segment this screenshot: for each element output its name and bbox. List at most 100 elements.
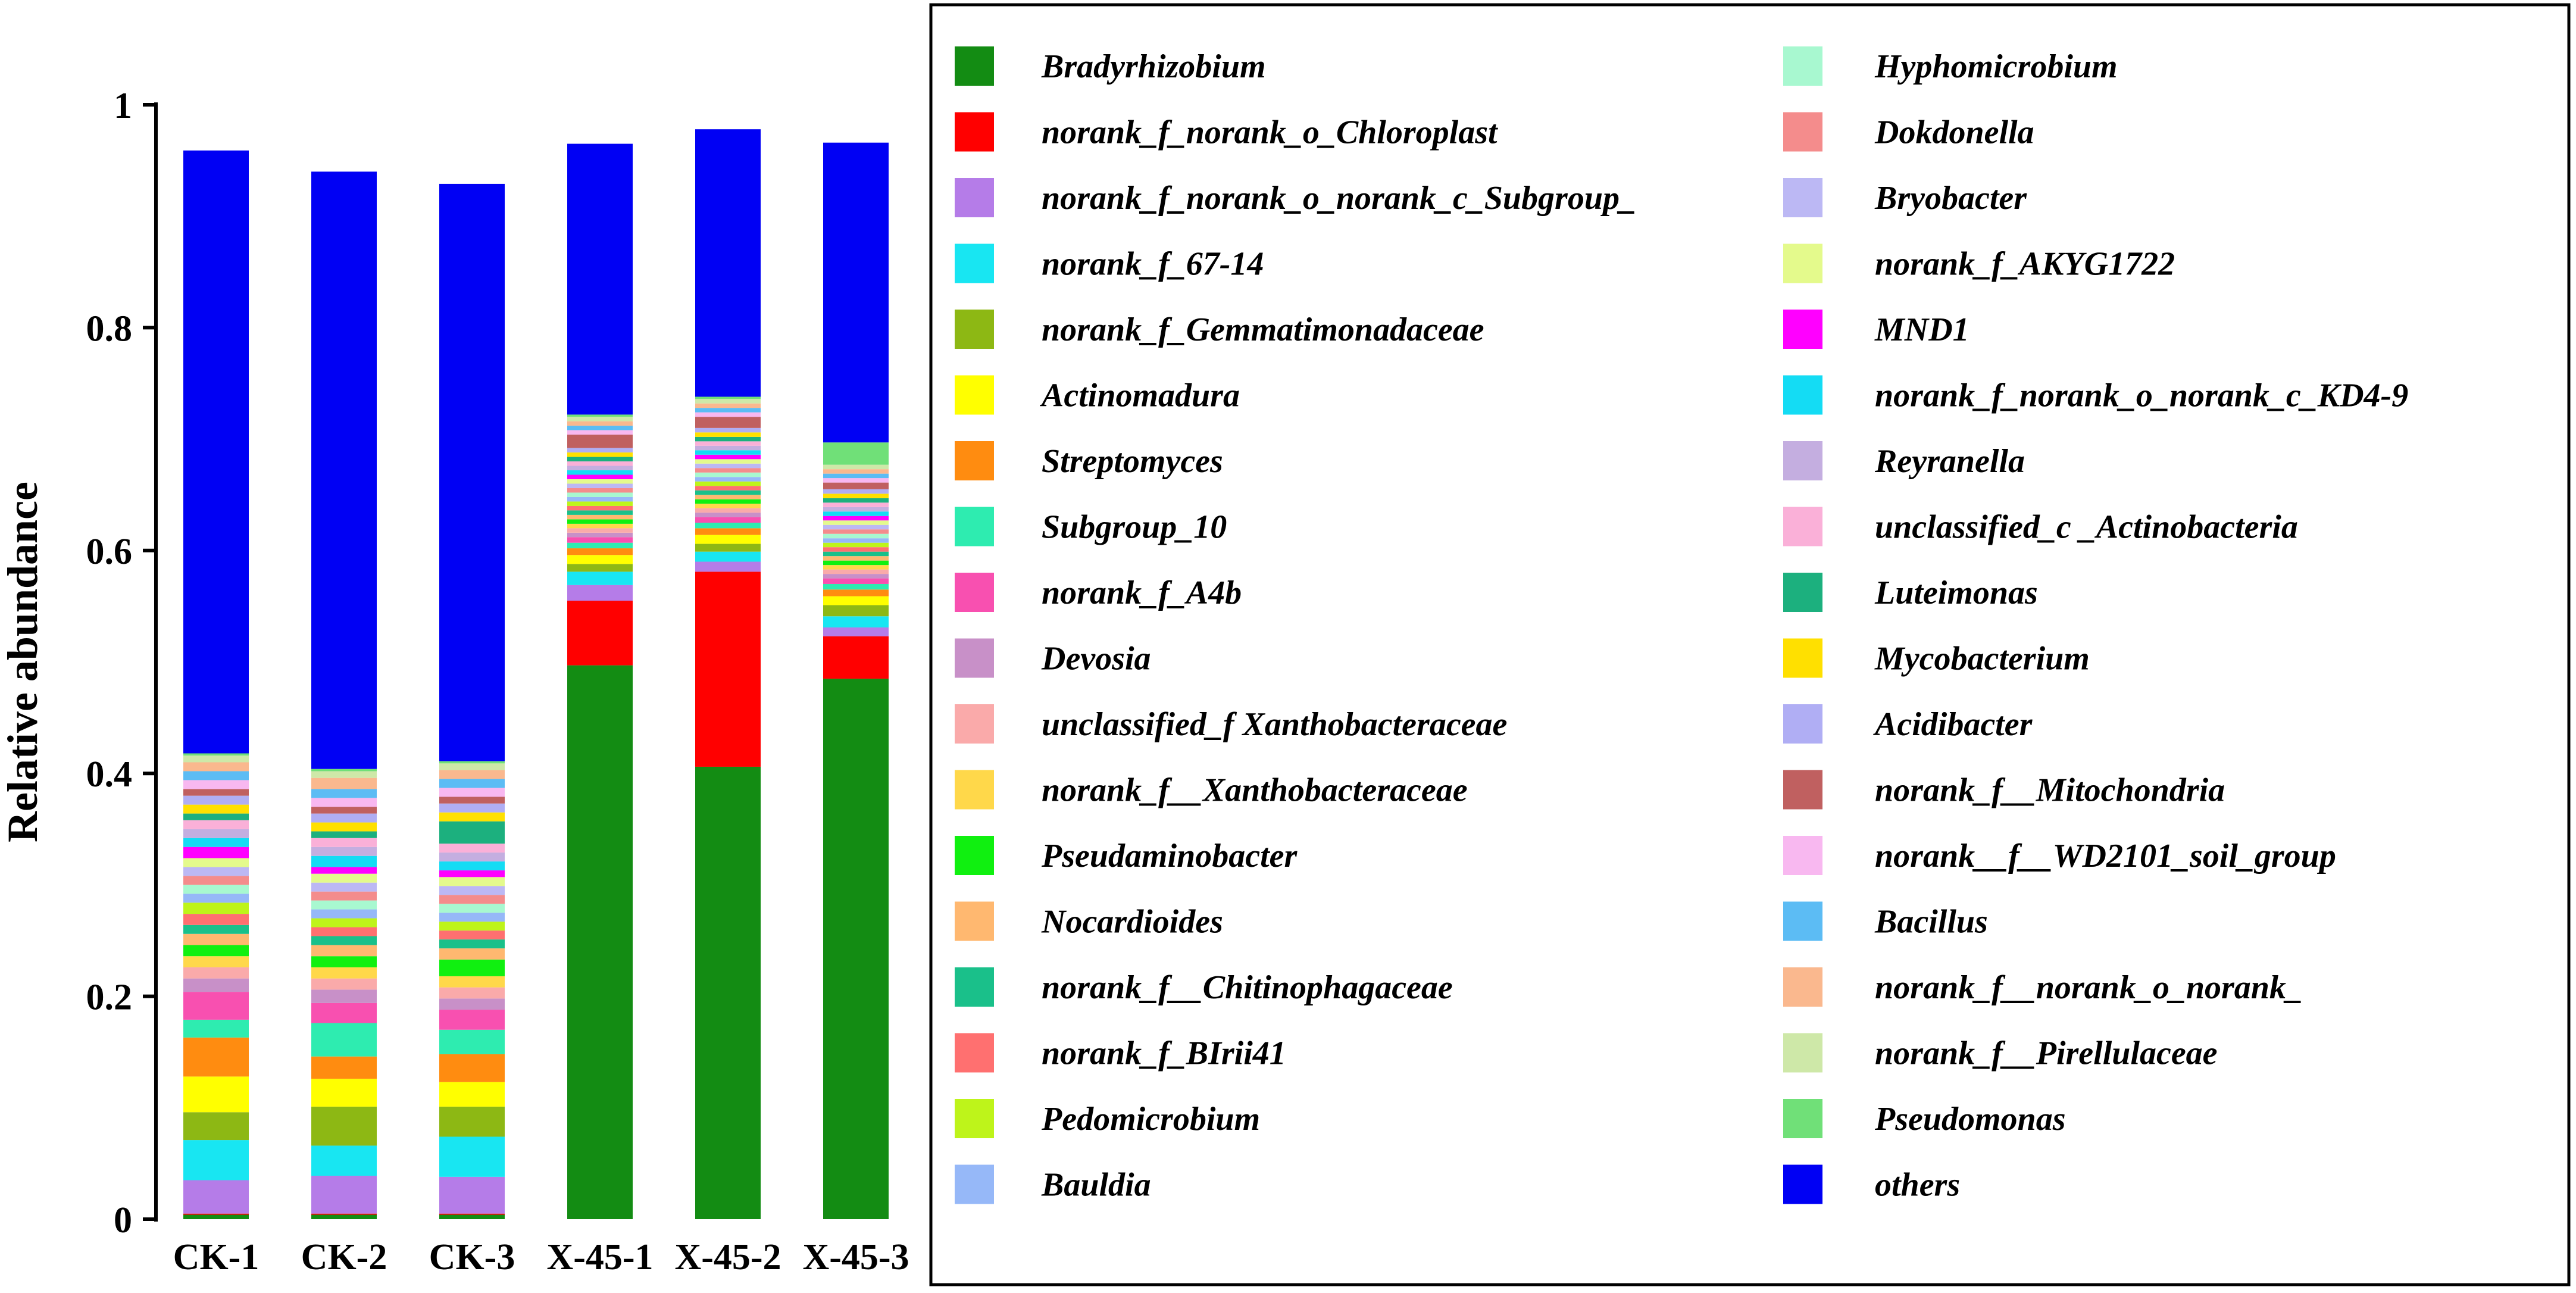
bar-segment-x-45-2-18 <box>695 472 761 477</box>
bar-segment-x-45-1-34 <box>567 414 633 417</box>
bar-segment-ck-1-13 <box>183 933 249 945</box>
bar-segment-ck-3-25 <box>439 844 505 853</box>
bar-segment-ck-3-13 <box>439 948 505 960</box>
bar-segment-ck-2-13 <box>311 945 377 957</box>
bar-segment-x-45-2-33 <box>695 399 761 404</box>
bar-segment-ck-2-19 <box>311 891 377 901</box>
bar-segment-ck-1-20 <box>183 867 249 876</box>
legend-swatch <box>1783 178 1822 217</box>
bar-segment-ck-1-30 <box>183 780 249 789</box>
bar-segment-x-45-1-14 <box>567 510 633 515</box>
legend-swatch <box>1783 573 1822 612</box>
bar-segment-ck-1-14 <box>183 925 249 934</box>
bar-segment-x-45-2-9 <box>695 513 761 517</box>
bar-segment-ck-3-29 <box>439 797 505 804</box>
bar-segment-ck-2-9 <box>311 989 377 1003</box>
bar-segment-x-45-3-24 <box>823 507 889 512</box>
legend-label: norank_f__Xanthobacteraceae <box>1042 772 1468 809</box>
bar-segment-ck-1-1 <box>183 1213 249 1215</box>
bar-segment-ck-1-28 <box>183 795 249 805</box>
bar-segment-ck-1-23 <box>183 838 249 847</box>
bar-segment-x-45-3-29 <box>823 482 889 489</box>
bar-segment-x-45-1-30 <box>567 430 633 435</box>
bar-segment-x-45-3-32 <box>823 469 889 474</box>
bar-segment-ck-1-24 <box>183 829 249 838</box>
bar-segment-x-45-3-6 <box>823 589 889 596</box>
legend-label: Bradyrhizobium <box>1041 48 1266 85</box>
bar-segment-ck-1-19 <box>183 876 249 885</box>
bar-segment-x-45-3-20 <box>823 524 889 530</box>
bar-segment-x-45-3-28 <box>823 489 889 494</box>
bar-segment-ck-1-0 <box>183 1214 249 1219</box>
bar-segment-x-45-1-16 <box>567 501 633 506</box>
y-tick-label: 0.8 <box>86 308 133 349</box>
bar-segment-x-45-3-34 <box>823 442 889 465</box>
legend-swatch <box>955 46 994 86</box>
bar-segment-x-45-3-33 <box>823 464 889 470</box>
legend-swatch <box>955 178 994 217</box>
bar-segment-x-45-2-11 <box>695 504 761 508</box>
bar-segment-x-45-3-19 <box>823 529 889 534</box>
bar-segment-ck-3-8 <box>439 1010 505 1030</box>
bar-segment-ck-1-26 <box>183 813 249 820</box>
bar-segment-x-45-2-31 <box>695 408 761 413</box>
bar-segment-ck-2-21 <box>311 873 377 883</box>
legend-label: norank_f_norank_o_norank_c_KD4-9 <box>1875 377 2408 414</box>
bar-segment-ck-1-6 <box>183 1037 249 1077</box>
legend-label: Bacillus <box>1874 904 1988 941</box>
bar-segment-x-45-3-30 <box>823 478 889 483</box>
bar-segment-ck-3-12 <box>439 959 505 976</box>
legend-swatch <box>1783 441 1822 480</box>
x-tick-label: X-45-1 <box>546 1237 653 1278</box>
bar-segment-ck-3-28 <box>439 803 505 813</box>
bar-segment-ck-2-10 <box>311 978 377 990</box>
bar-segment-x-45-2-14 <box>695 490 761 495</box>
legend-label: norank_f_BIrii41 <box>1042 1035 1286 1072</box>
bar-segment-ck-3-30 <box>439 788 505 797</box>
bar-segment-ck-3-3 <box>439 1136 505 1177</box>
legend-swatch <box>955 573 994 612</box>
legend-label: Bryobacter <box>1874 180 2027 217</box>
x-tick-label: CK-2 <box>301 1237 387 1278</box>
bar-segment-ck-2-27 <box>311 822 377 832</box>
legend-label: norank_f_norank_o_norank_c_Subgroup_ <box>1042 180 1636 217</box>
legend-swatch <box>1783 310 1822 349</box>
bar-segment-ck-3-19 <box>439 895 505 904</box>
bar-segment-x-45-1-3 <box>567 571 633 585</box>
bar-segment-x-45-1-29 <box>567 435 633 448</box>
bar-segment-ck-2-4 <box>311 1106 377 1146</box>
bar-segment-ck-3-26 <box>439 821 505 844</box>
bar-segment-ck-1-5 <box>183 1076 249 1113</box>
bar-segment-ck-2-6 <box>311 1056 377 1079</box>
bar-segment-ck-1-18 <box>183 885 249 894</box>
bar-segment-x-45-1-0 <box>567 665 633 1219</box>
bar-segment-ck-1-12 <box>183 945 249 957</box>
bar-segment-ck-1-15 <box>183 914 249 925</box>
legend-label: norank_f__Chitinophagaceae <box>1042 969 1453 1006</box>
bar-segment-ck-1-21 <box>183 858 249 867</box>
bar-segment-ck-2-24 <box>311 847 377 856</box>
legend-label: Devosia <box>1041 641 1151 677</box>
bar-segment-ck-1-32 <box>183 762 249 772</box>
legend-swatch <box>1783 507 1822 546</box>
bar-segment-ck-3-27 <box>439 812 505 822</box>
bar-segment-x-45-3-23 <box>823 511 889 516</box>
bar-segment-x-45-3-10 <box>823 569 889 574</box>
legend-swatch <box>1783 1099 1822 1138</box>
bar-segment-x-45-2-7 <box>695 523 761 529</box>
bar-segment-x-45-3-14 <box>823 551 889 557</box>
legend-swatch <box>955 836 994 875</box>
bar-segment-x-45-3-21 <box>823 520 889 525</box>
bar-segment-ck-3-6 <box>439 1054 505 1082</box>
bar-segment-ck-3-16 <box>439 922 505 931</box>
bar-segment-x-45-1-7 <box>567 542 633 549</box>
bar-segment-x-45-3-26 <box>823 498 889 503</box>
legend-label: Pseudomonas <box>1874 1101 2066 1138</box>
legend-label: Streptomyces <box>1042 443 1223 480</box>
legend-label: norank__f__WD2101_soil_group <box>1875 838 2336 875</box>
bar-segment-ck-1-16 <box>183 902 249 914</box>
bar-segment-ck-3-18 <box>439 904 505 913</box>
bar-segment-x-45-1-27 <box>567 452 633 457</box>
bar-segment-x-45-3-22 <box>823 516 889 521</box>
